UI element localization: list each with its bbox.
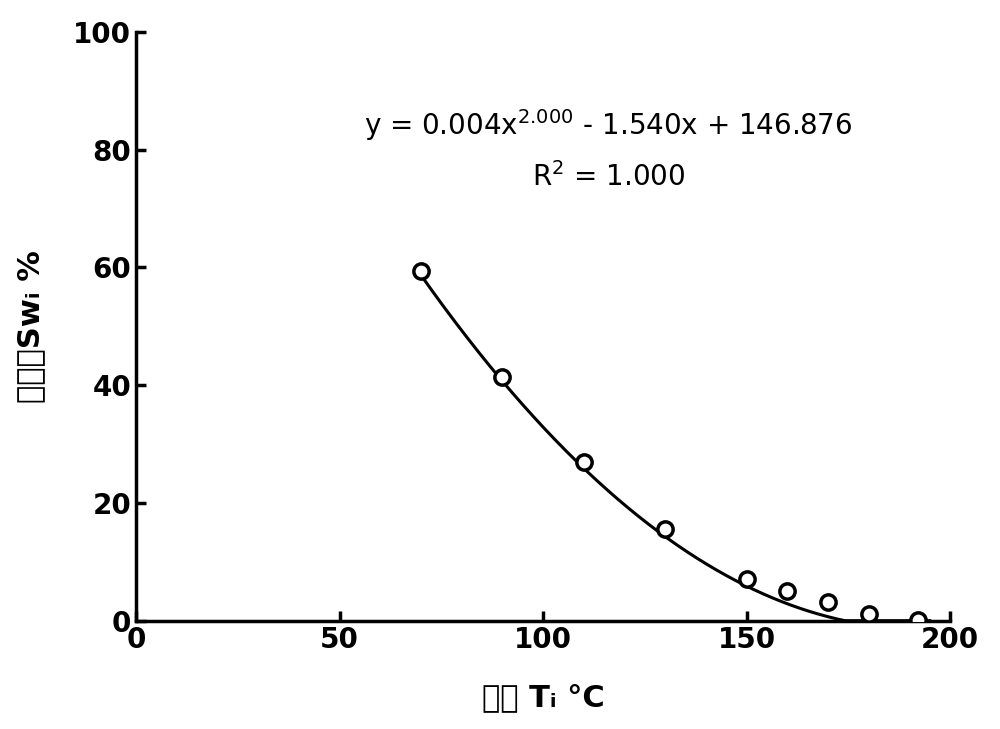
Text: 饱和度Swᵢ %: 饱和度Swᵢ % bbox=[16, 250, 45, 402]
Text: y = 0.004x$^{2.000}$ - 1.540x + 146.876
R$^{2}$ = 1.000: y = 0.004x$^{2.000}$ - 1.540x + 146.876 … bbox=[364, 107, 852, 192]
Text: 温度 Tᵢ °C: 温度 Tᵢ °C bbox=[482, 683, 604, 712]
